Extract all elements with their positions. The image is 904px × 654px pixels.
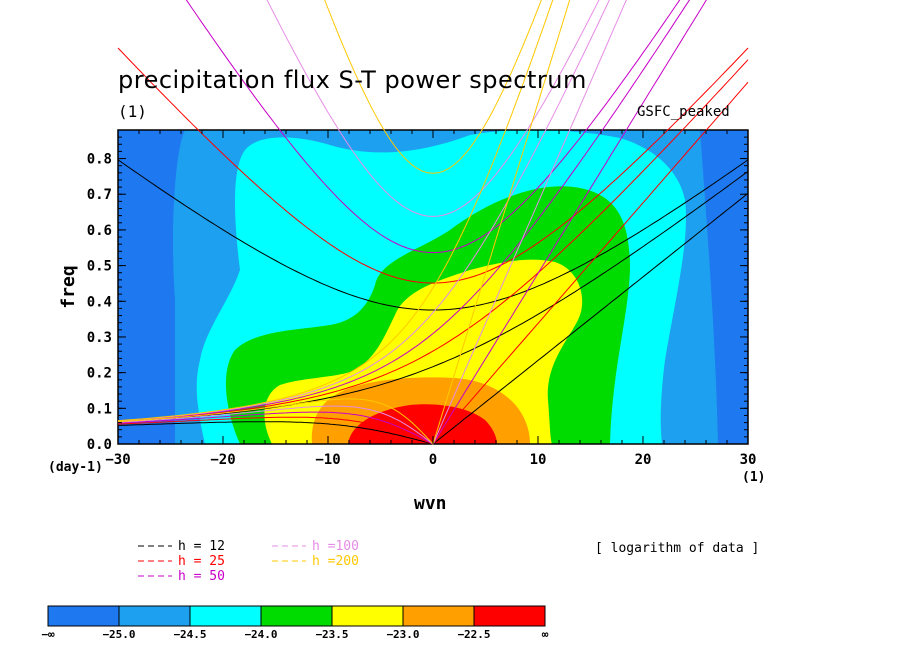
colorbar-swatch [473,605,546,627]
y-tick-label: 0.5 [87,259,112,275]
mixed-rossby-gravity-curve [117,0,691,422]
x-tick-label: −20 [210,452,235,468]
y-axis-label: freq [58,265,79,308]
y-tick-label: 0.3 [87,330,112,346]
x-unit-left: (day-1) [48,460,103,475]
legend-label: h =200 [312,554,359,569]
mixed-rossby-gravity-curve [117,0,554,422]
colorbar-label: −22.5 [457,628,490,641]
log-note: [ logarithm of data ] [595,541,760,556]
legend-label: h = 50 [178,569,225,584]
y-tick-label: 0.1 [87,401,112,417]
x-unit-right: (1) [742,470,766,485]
colorbar-label: −24.0 [244,628,277,641]
inertia-gravity-curve [324,0,542,174]
colorbar-label: −24.5 [173,628,206,641]
legend-label: h = 25 [178,554,225,569]
source-label: GSFC_peaked [637,104,730,120]
kelvin-curve [432,0,627,445]
x-tick-label: 10 [530,452,547,468]
y-tick-label: 0.0 [87,437,112,453]
chart-title: precipitation flux S-T power spectrum [118,66,587,94]
y-tick-label: 0.8 [87,152,112,168]
rossby-curve [118,421,434,445]
x-tick-label: −30 [105,452,130,468]
inertia-gravity-curve [266,0,600,217]
chart-subtitle: (1) [118,102,147,121]
colorbar-swatch [189,605,262,627]
kelvin-curve [432,81,749,445]
legend-label: h = 12 [178,539,225,554]
dispersion-curves [117,0,749,445]
colorbar-swatch [118,605,191,627]
mixed-rossby-gravity-curve [117,59,749,422]
colorbar-label: −23.5 [315,628,348,641]
y-tick-label: 0.2 [87,366,112,382]
colorbar-label: −23.0 [386,628,419,641]
colorbar-swatch [402,605,475,627]
inertia-gravity-curve [117,159,749,311]
x-tick-label: 30 [740,452,757,468]
x-tick-label: 0 [429,452,437,468]
colorbar-label: −∞ [41,628,55,641]
rossby-curve [117,411,434,445]
colorbar-swatch [331,605,404,627]
axes: −30 −20 −10 0 10 20 30 0.0 0.1 0.2 0.3 0.4 0.5 0.6 0.7… [87,129,757,468]
kelvin-curve [432,192,749,445]
y-tick-label: 0.6 [87,223,112,239]
inertia-gravity-curve [185,0,681,254]
x-tick-label: 20 [635,452,652,468]
y-tick-label: 0.4 [87,294,112,310]
kelvin-curve [432,0,707,445]
rossby-curve [117,416,434,445]
x-tick-label: −10 [315,452,340,468]
x-axis-label: wvn [414,493,447,514]
mixed-rossby-gravity-curve [117,0,610,422]
rossby-curve [117,405,434,445]
colorbar-swatch [260,605,333,627]
colorbar-label: −25.0 [102,628,135,641]
y-tick-label: 0.7 [87,187,112,203]
legend-label: h =100 [312,539,359,554]
mixed-rossby-gravity-curve [117,170,749,423]
kelvin-curve [432,0,571,445]
colorbar-swatch [47,605,120,627]
inertia-gravity-curve [117,47,749,284]
colorbar: −∞ −25.0 −24.5 −24.0 −23.5 −23.0 −22.5 ∞ [41,605,549,641]
rossby-curve [117,398,434,445]
colorbar-label: ∞ [542,628,549,641]
